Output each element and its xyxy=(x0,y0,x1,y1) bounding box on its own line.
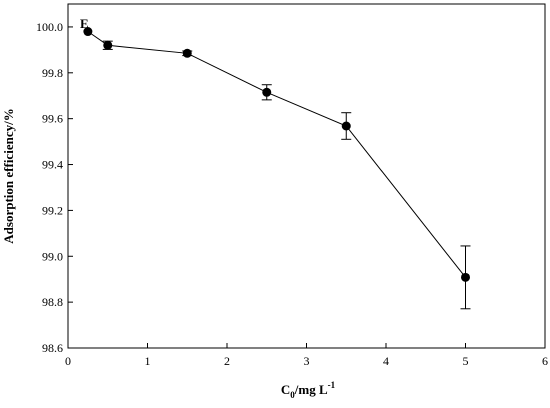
data-point xyxy=(262,88,271,97)
plot-frame xyxy=(68,4,545,348)
plot-area xyxy=(68,4,545,348)
y-tick-label: 98.6 xyxy=(42,341,63,355)
y-tick-label: 99.2 xyxy=(42,203,63,217)
data-point xyxy=(103,41,112,50)
series-line xyxy=(88,32,466,278)
y-tick-label: 99.6 xyxy=(42,112,63,126)
x-tick-label: 1 xyxy=(145,354,151,368)
y-axis: 98.6 98.8 99.0 99.2 99.4 99.6 99.8 100.0 xyxy=(36,20,73,355)
x-axis: 0 1 2 3 4 5 6 xyxy=(65,343,548,368)
series xyxy=(83,27,470,309)
data-point xyxy=(461,273,470,282)
x-tick-label: 6 xyxy=(542,354,548,368)
x-tick-label: 5 xyxy=(463,354,469,368)
y-tick-label: 98.8 xyxy=(42,295,63,309)
x-axis-title-unit: /mg L xyxy=(294,382,328,397)
x-axis-title: C0/mg L-1 xyxy=(281,380,336,400)
x-tick-label: 0 xyxy=(65,354,71,368)
y-tick-label: 99.8 xyxy=(42,66,63,80)
y-tick-label: 99.4 xyxy=(42,158,63,172)
y-tick-label: 99.0 xyxy=(42,249,63,263)
y-axis-title: Adsorption efficiency/% xyxy=(1,108,16,243)
data-point xyxy=(342,122,351,131)
y-tick-label: 100.0 xyxy=(36,20,63,34)
data-point xyxy=(83,27,92,36)
data-point xyxy=(183,49,192,58)
x-tick-label: 4 xyxy=(383,354,389,368)
x-axis-title-superscript: -1 xyxy=(328,380,336,390)
x-tick-label: 2 xyxy=(224,354,230,368)
x-axis-title-main: C xyxy=(281,382,290,397)
x-tick-label: 3 xyxy=(304,354,310,368)
